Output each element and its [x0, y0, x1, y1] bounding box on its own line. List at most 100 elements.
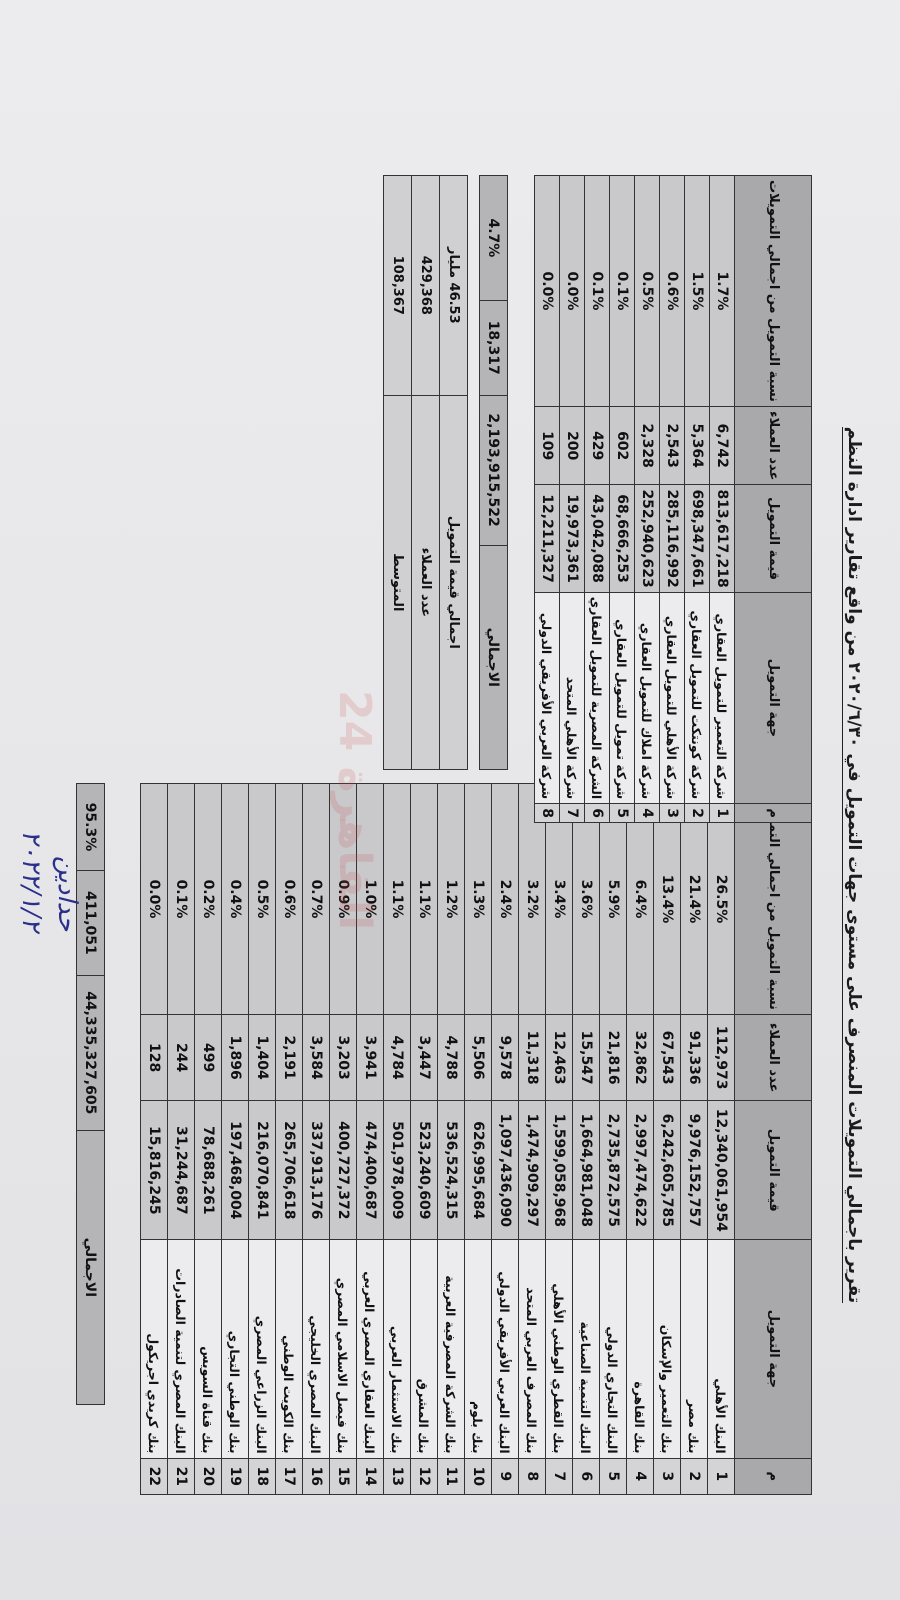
row-index: 16	[302, 1458, 330, 1495]
table-row: 5 البنك التجاري الدولي 2,735,872,575 21,816…	[599, 783, 627, 1495]
row-clients: 499	[194, 1014, 222, 1101]
row-name: بنك فيصل الاسلامي المصري	[329, 1239, 357, 1459]
row-clients: 429	[584, 406, 610, 485]
row-value: 216,070,841	[248, 1100, 276, 1240]
row-name: شركة العربي الأفريقي الدولي	[534, 592, 560, 804]
row-value: 15,816,245	[140, 1100, 168, 1240]
companies-total-row: الاجمالي 2,193,915,522 18,317 4.7%	[479, 175, 508, 770]
table-row: 17 بنك الكويت الوطني 265,706,618 2,191 0.6%	[275, 783, 303, 1495]
table-row: 20 بنك قناة السويس 78,688,261 499 0.2%	[194, 783, 222, 1495]
row-value: 12,340,061,954	[707, 1100, 735, 1240]
row-clients: 3,941	[356, 1014, 384, 1101]
row-index: 2	[680, 1458, 708, 1495]
table-row: 8 بنك المصرف العربي المتحد 1,474,909,297 11…	[518, 783, 546, 1495]
row-pct: 0.2%	[194, 783, 222, 1015]
row-clients: 6,742	[709, 406, 735, 485]
row-pct: 0.1%	[584, 175, 610, 407]
row-index: 14	[356, 1458, 384, 1495]
row-name: البنك التجاري الدولي	[599, 1239, 627, 1459]
table-row: 5 شركة تمويل للتمويل العقاري 68,666,253 602…	[609, 175, 635, 823]
row-index: 3	[653, 1458, 681, 1495]
summary-table: اجمالي قيمة التمويل 46.53 مليار عدد العملا…	[383, 175, 468, 770]
row-index: 8	[518, 1458, 546, 1495]
row-value: 400,727,372	[329, 1100, 357, 1240]
row-value: 536,524,315	[437, 1100, 465, 1240]
row-name: البنك العقاري المصري العربي	[356, 1239, 384, 1459]
row-name: البنك الزراعي المصري	[248, 1239, 276, 1459]
row-value: 6,242,605,785	[653, 1100, 681, 1240]
header-index: م	[734, 1458, 812, 1495]
row-value: 626,995,684	[464, 1100, 492, 1240]
row-name: شركة الأهلي المتحد	[559, 592, 585, 804]
row-clients: 244	[167, 1014, 195, 1101]
summary-value: 46.53 مليار	[439, 175, 468, 396]
summary-label: المتوسط	[383, 395, 412, 770]
table-row: 21 البنك المصري لتنمية الصادرات 31,244,687…	[167, 783, 195, 1495]
row-pct: 0.7%	[302, 783, 330, 1015]
row-name: البنك المصري الخليجي	[302, 1239, 330, 1459]
row-clients: 112,973	[707, 1014, 735, 1101]
row-clients: 91,336	[680, 1014, 708, 1101]
row-pct: 1.3%	[464, 783, 492, 1015]
table-row: 22 بنك كريدي اجريكول 15,816,245 128 0.0%	[140, 783, 168, 1495]
table-row: 6 البنك التنمية الصناعية 1,664,981,048 15,5…	[572, 783, 600, 1495]
row-index: 1	[709, 803, 735, 823]
row-pct: 0.1%	[609, 175, 635, 407]
row-index: 21	[167, 1458, 195, 1495]
row-value: 9,976,152,757	[680, 1100, 708, 1240]
row-clients: 200	[559, 406, 585, 485]
total-value: 2,193,915,522	[479, 395, 508, 546]
table-header-row: م جهة التمويل قيمة التمويل عدد العملاء ن…	[734, 175, 812, 823]
summary-label: عدد العملاء	[411, 395, 440, 770]
table-row: 6 الشركة المصرية للتمويل العقاري 43,042,08…	[584, 175, 610, 823]
row-value: 1,664,981,048	[572, 1100, 600, 1240]
row-clients: 2,191	[275, 1014, 303, 1101]
row-pct: 0.6%	[659, 175, 685, 407]
row-index: 11	[437, 1458, 465, 1495]
header-clients: عدد العملاء	[734, 1014, 812, 1101]
row-clients: 602	[609, 406, 635, 485]
row-name: بنك التعمير والإسكان	[653, 1239, 681, 1459]
row-pct: 1.7%	[709, 175, 735, 407]
summary-row: المتوسط 108,367	[383, 175, 412, 770]
summary-label: اجمالي قيمة التمويل	[439, 395, 468, 770]
table-header-row: م جهة التمويل قيمة التمويل عدد العملاء ن…	[734, 783, 812, 1495]
row-name: بنك الكويت الوطني	[275, 1239, 303, 1459]
total-clients: 18,317	[479, 300, 508, 396]
row-name: شركة املاك للتمويل العقاري	[634, 592, 660, 804]
row-index: 10	[464, 1458, 492, 1495]
handwritten-date: ٢٠٢٢/١/٢	[16, 830, 46, 932]
signature-text: حدادين	[52, 855, 82, 932]
row-clients: 3,203	[329, 1014, 357, 1101]
row-index: 15	[329, 1458, 357, 1495]
row-value: 813,617,218	[709, 484, 735, 593]
companies-table: م جهة التمويل قيمة التمويل عدد العملاء ن…	[534, 175, 812, 823]
table-row: 7 شركة الأهلي المتحد 19,973,361 200 0.0%	[559, 175, 585, 823]
table-row: 18 البنك الزراعي المصري 216,070,841 1,404 0.…	[248, 783, 276, 1495]
row-index: 7	[545, 1458, 573, 1495]
row-name: بنك الشركة المصرفية العربية	[437, 1239, 465, 1459]
row-value: 78,688,261	[194, 1100, 222, 1240]
row-name: بنك كريدي اجريكول	[140, 1239, 168, 1459]
row-value: 337,913,176	[302, 1100, 330, 1240]
summary-value: 108,367	[383, 175, 412, 396]
row-name: البنك العربي الأفريقي الدولي	[491, 1239, 519, 1459]
row-index: 6	[584, 803, 610, 823]
row-clients: 1,404	[248, 1014, 276, 1101]
row-clients: 3,584	[302, 1014, 330, 1101]
row-clients: 109	[534, 406, 560, 485]
row-pct: 1.5%	[684, 175, 710, 407]
row-clients: 4,784	[383, 1014, 411, 1101]
row-index: 20	[194, 1458, 222, 1495]
row-index: 13	[383, 1458, 411, 1495]
table-row: 13 بنك الاستثمار العربي 501,978,009 4,784 1.…	[383, 783, 411, 1495]
row-name: شركة التعمير للتمويل العقاري	[709, 592, 735, 804]
row-index: 4	[634, 803, 660, 823]
row-name: شركة الأهلي للتمويل العقاري	[659, 592, 685, 804]
row-pct: 0.4%	[221, 783, 249, 1015]
row-clients: 128	[140, 1014, 168, 1101]
row-name: بنك مصر	[680, 1239, 708, 1459]
row-clients: 15,547	[572, 1014, 600, 1101]
header-clients: عدد العملاء	[734, 406, 812, 485]
